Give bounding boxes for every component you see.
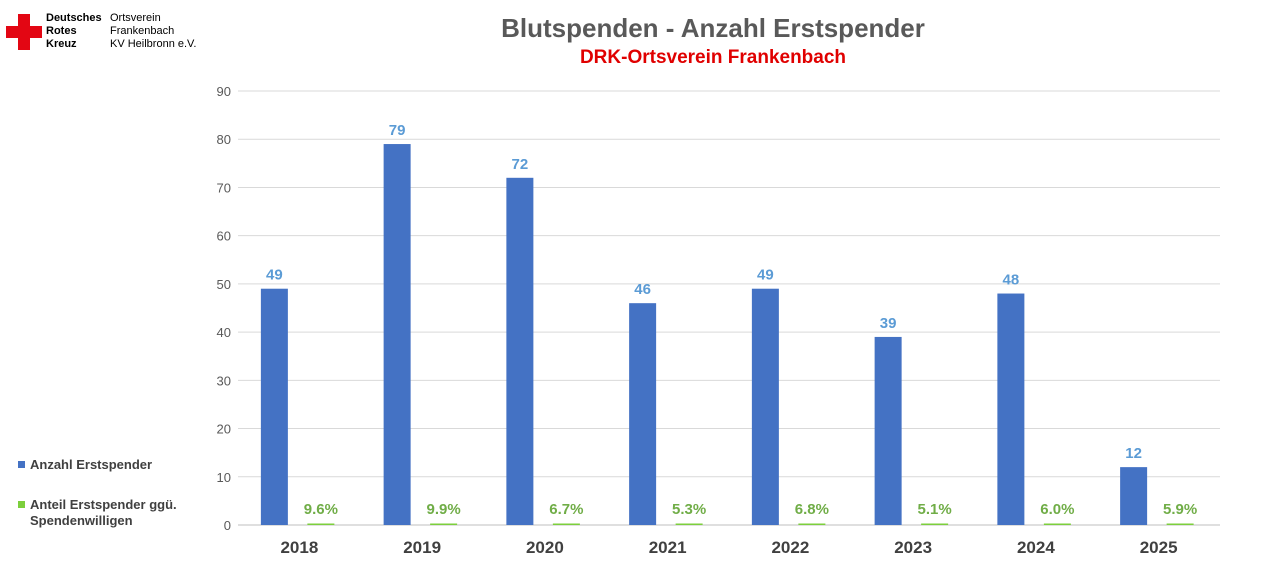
data-label-anzahl: 79 xyxy=(389,122,406,139)
logo-sub-line: Frankenbach xyxy=(110,25,175,37)
logo-org-name: Deutsches Rotes Kreuz xyxy=(46,12,102,51)
y-tick-label: 10 xyxy=(217,470,231,485)
bar-anzahl xyxy=(506,177,534,526)
bar-anteil xyxy=(430,523,458,525)
data-label-anteil: 9.9% xyxy=(427,501,461,518)
data-label-anteil: 6.0% xyxy=(1040,501,1074,518)
data-label-anteil: 5.3% xyxy=(672,501,706,518)
legend: Anteil Erstspender ggü. Spendenwilligen xyxy=(18,497,177,529)
data-label-anzahl: 49 xyxy=(266,267,283,284)
legend-label: Anteil Erstspender ggü. Spendenwilligen xyxy=(30,497,177,528)
bar-anzahl xyxy=(751,288,779,525)
y-tick-label: 40 xyxy=(217,325,231,340)
bar-anzahl xyxy=(629,303,657,525)
legend: Anzahl Erstspender xyxy=(18,457,152,473)
x-tick-label: 2022 xyxy=(771,538,809,557)
x-tick-label: 2021 xyxy=(649,538,687,557)
data-label-anzahl: 48 xyxy=(1003,272,1020,289)
bar-anteil xyxy=(798,523,826,525)
data-label-anzahl: 12 xyxy=(1125,445,1142,462)
x-tick-label: 2023 xyxy=(894,538,932,557)
y-tick-label: 60 xyxy=(217,229,231,244)
logo-sub-name: Ortsverein Frankenbach KV Heilbronn e.V. xyxy=(110,12,196,51)
bar-anteil xyxy=(1166,523,1194,525)
logo-sub-line: KV Heilbronn e.V. xyxy=(110,38,197,50)
y-tick-label: 90 xyxy=(217,84,231,99)
bar-anteil xyxy=(1043,523,1071,525)
y-tick-label: 0 xyxy=(224,518,231,533)
bar-anzahl xyxy=(874,336,902,525)
y-tick-label: 80 xyxy=(217,132,231,147)
chart-title: Blutspenden - Anzahl Erstspender xyxy=(501,13,925,43)
bar-anteil xyxy=(307,523,335,525)
bar-anzahl xyxy=(997,293,1025,525)
logo-org-line: Rotes xyxy=(46,25,77,37)
y-tick-label: 50 xyxy=(217,277,231,292)
x-tick-label: 2020 xyxy=(526,538,564,557)
x-tick-label: 2019 xyxy=(403,538,441,557)
data-label-anteil: 6.8% xyxy=(795,501,829,518)
legend-label: Anzahl Erstspender xyxy=(30,457,153,472)
legend-item-anzahl: Anzahl Erstspender xyxy=(18,457,152,473)
bar-anzahl xyxy=(1120,467,1148,525)
logo-sub-line: Ortsverein xyxy=(110,12,161,24)
data-label-anteil: 9.6% xyxy=(304,501,338,518)
drk-logo: Deutsches Rotes Kreuz Ortsverein Franken… xyxy=(6,12,266,56)
legend-swatch xyxy=(18,501,25,508)
logo-org-line: Kreuz xyxy=(46,38,77,50)
data-label-anzahl: 49 xyxy=(757,267,774,284)
x-tick-label: 2025 xyxy=(1140,538,1178,557)
data-label-anzahl: 46 xyxy=(634,281,651,298)
bar-anzahl xyxy=(383,144,411,526)
data-label-anteil: 6.7% xyxy=(549,501,583,518)
bar-anzahl xyxy=(260,288,288,525)
y-tick-label: 20 xyxy=(217,422,231,437)
y-tick-label: 70 xyxy=(217,180,231,195)
bar-anteil xyxy=(675,523,703,525)
legend-item-anteil: Anteil Erstspender ggü. Spendenwilligen xyxy=(18,497,177,529)
legend-swatch xyxy=(18,461,25,468)
bar-anteil xyxy=(552,523,580,525)
data-label-anteil: 5.1% xyxy=(918,501,952,518)
data-label-anzahl: 39 xyxy=(880,315,897,332)
chart-subtitle: DRK-Ortsverein Frankenbach xyxy=(579,47,847,68)
red-cross-icon xyxy=(6,14,42,50)
bar-anteil xyxy=(921,523,949,525)
x-tick-label: 2024 xyxy=(1017,538,1055,557)
y-tick-label: 30 xyxy=(217,373,231,388)
data-label-anteil: 5.9% xyxy=(1163,501,1197,518)
x-tick-label: 2018 xyxy=(280,538,318,557)
data-label-anzahl: 72 xyxy=(512,156,529,173)
logo-org-line: Deutsches xyxy=(46,12,102,24)
